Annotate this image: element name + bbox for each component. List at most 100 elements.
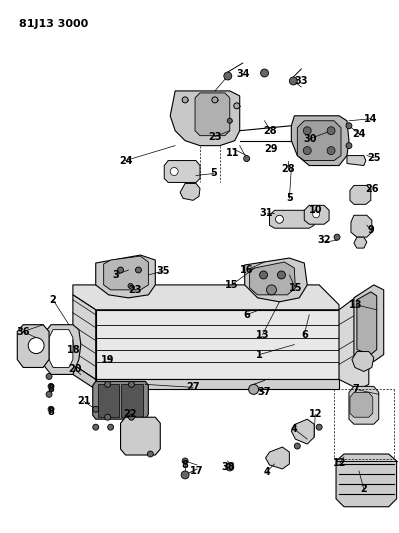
Polygon shape <box>17 325 49 367</box>
Text: 13: 13 <box>256 329 269 340</box>
Polygon shape <box>73 365 96 389</box>
Circle shape <box>46 391 52 397</box>
Text: 4: 4 <box>263 467 270 477</box>
Circle shape <box>346 143 352 149</box>
Circle shape <box>105 414 111 420</box>
Polygon shape <box>297 121 341 160</box>
Text: 4: 4 <box>291 424 298 434</box>
Circle shape <box>28 337 44 353</box>
Circle shape <box>316 424 322 430</box>
Circle shape <box>93 406 99 412</box>
Text: 8: 8 <box>182 460 189 470</box>
Circle shape <box>128 382 134 387</box>
Polygon shape <box>354 285 384 361</box>
Circle shape <box>147 451 153 457</box>
Circle shape <box>105 382 111 387</box>
Circle shape <box>275 215 283 223</box>
Text: 21: 21 <box>77 397 91 406</box>
Polygon shape <box>104 256 148 290</box>
Circle shape <box>48 383 54 389</box>
Text: 1: 1 <box>256 350 263 360</box>
Circle shape <box>289 77 297 85</box>
Text: 32: 32 <box>317 235 331 245</box>
Circle shape <box>277 271 285 279</box>
Polygon shape <box>164 160 200 182</box>
Text: 31: 31 <box>260 208 273 219</box>
Polygon shape <box>96 310 339 379</box>
Text: 28: 28 <box>264 126 277 136</box>
Text: 2: 2 <box>360 484 367 494</box>
Text: 35: 35 <box>156 266 170 276</box>
Polygon shape <box>304 205 329 224</box>
Polygon shape <box>266 447 289 469</box>
Text: 24: 24 <box>119 156 132 166</box>
Circle shape <box>303 147 311 155</box>
Polygon shape <box>291 116 349 166</box>
Circle shape <box>135 267 141 273</box>
Text: 12: 12 <box>308 409 322 419</box>
Circle shape <box>334 234 340 240</box>
Polygon shape <box>96 255 155 298</box>
Polygon shape <box>73 295 96 379</box>
Text: 27: 27 <box>186 382 200 392</box>
Circle shape <box>303 127 311 135</box>
Text: 28: 28 <box>282 164 295 174</box>
Circle shape <box>267 285 277 295</box>
Circle shape <box>170 167 178 175</box>
Text: 13: 13 <box>349 300 363 310</box>
Polygon shape <box>349 386 379 424</box>
Circle shape <box>327 147 335 155</box>
Text: 22: 22 <box>124 409 137 419</box>
Polygon shape <box>347 156 366 166</box>
Text: 15: 15 <box>225 280 239 290</box>
Polygon shape <box>43 325 81 375</box>
Circle shape <box>108 424 114 430</box>
Text: 8: 8 <box>47 407 55 417</box>
Polygon shape <box>120 417 160 455</box>
Circle shape <box>182 97 188 103</box>
Polygon shape <box>336 454 397 507</box>
Polygon shape <box>350 392 373 417</box>
Text: 38: 38 <box>221 462 235 472</box>
Circle shape <box>226 463 234 471</box>
Circle shape <box>182 458 188 464</box>
Text: 5: 5 <box>286 193 293 204</box>
Circle shape <box>234 103 240 109</box>
Polygon shape <box>96 379 339 389</box>
Text: 3: 3 <box>112 270 119 280</box>
Circle shape <box>212 97 218 103</box>
Text: 8: 8 <box>47 384 55 394</box>
Polygon shape <box>49 330 73 367</box>
Circle shape <box>294 443 300 449</box>
Text: 30: 30 <box>304 134 317 144</box>
Circle shape <box>93 424 99 430</box>
Polygon shape <box>93 382 148 419</box>
Polygon shape <box>195 93 230 136</box>
Polygon shape <box>351 215 372 237</box>
Circle shape <box>181 471 189 479</box>
Text: 25: 25 <box>367 152 381 163</box>
Polygon shape <box>120 384 143 417</box>
Polygon shape <box>245 258 307 302</box>
Circle shape <box>227 118 232 123</box>
Polygon shape <box>357 292 377 354</box>
Circle shape <box>128 284 133 288</box>
Polygon shape <box>180 183 200 200</box>
Circle shape <box>346 123 352 129</box>
Circle shape <box>313 211 320 218</box>
Polygon shape <box>170 91 240 146</box>
Text: 2: 2 <box>49 295 56 305</box>
Text: 17: 17 <box>190 466 204 476</box>
Text: 18: 18 <box>67 344 81 354</box>
Polygon shape <box>354 237 367 248</box>
Circle shape <box>118 267 124 273</box>
Text: 24: 24 <box>352 128 365 139</box>
Text: 9: 9 <box>367 225 374 235</box>
Polygon shape <box>339 295 369 389</box>
Text: 15: 15 <box>288 283 302 293</box>
Circle shape <box>46 374 52 379</box>
Text: 20: 20 <box>68 365 82 375</box>
Text: 11: 11 <box>226 148 239 158</box>
Circle shape <box>224 72 232 80</box>
Text: 5: 5 <box>211 168 217 179</box>
